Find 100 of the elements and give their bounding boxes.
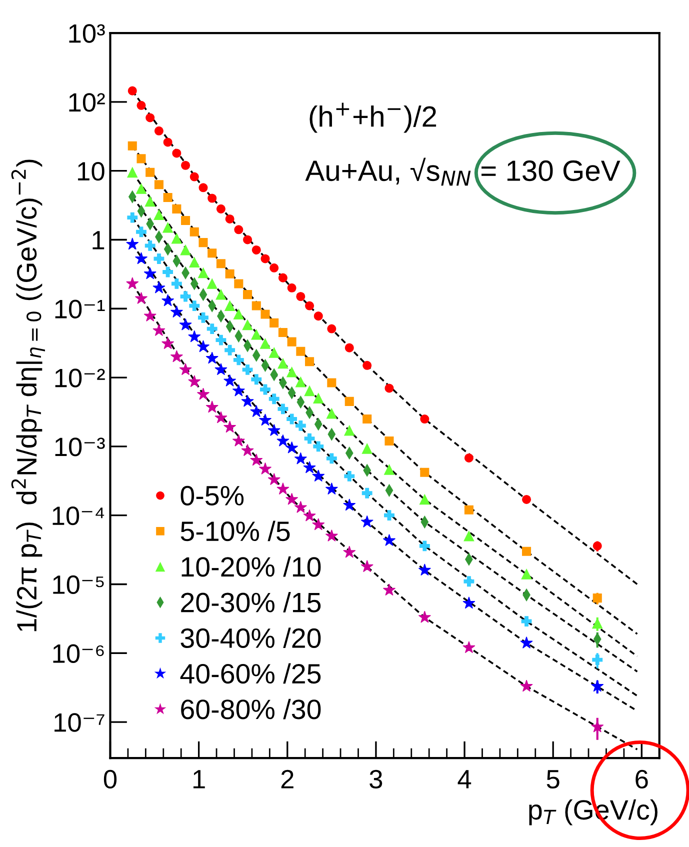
point xyxy=(146,113,155,122)
point xyxy=(522,494,532,504)
point xyxy=(303,461,316,474)
point xyxy=(296,346,306,356)
point xyxy=(144,267,156,280)
point xyxy=(464,505,474,514)
point xyxy=(154,180,164,190)
point xyxy=(224,374,236,386)
y-tick-label: 10⁻³ xyxy=(55,438,105,456)
point xyxy=(198,268,208,278)
point xyxy=(294,500,307,513)
point xyxy=(304,386,315,396)
point xyxy=(252,301,261,310)
point xyxy=(384,510,394,521)
annotation: (h$^{+}$+h$^{−}$)/2 xyxy=(310,102,436,133)
point xyxy=(362,488,372,498)
point xyxy=(241,444,254,456)
point xyxy=(268,473,280,486)
point xyxy=(181,216,190,226)
point xyxy=(181,160,190,170)
point xyxy=(276,482,290,495)
point xyxy=(216,289,226,300)
legend-label: 0-5% xyxy=(180,486,244,506)
x-tick-label: 5 xyxy=(546,770,560,789)
point xyxy=(188,330,201,342)
point xyxy=(170,306,183,318)
y-tick-label: 10⁻⁵ xyxy=(53,575,104,594)
legend-label: 40-60% /25 xyxy=(180,663,321,684)
legend-label: 5-10% /5 xyxy=(180,520,290,542)
point xyxy=(136,100,146,110)
point xyxy=(190,172,199,182)
point xyxy=(206,400,218,413)
point xyxy=(313,441,324,452)
point xyxy=(521,568,532,580)
point xyxy=(163,192,172,202)
point xyxy=(190,227,199,236)
point xyxy=(382,584,396,596)
y-tick-label: 10² xyxy=(69,93,105,112)
y-tick-label: 10⁻² xyxy=(55,368,105,388)
point xyxy=(152,281,166,294)
point xyxy=(232,434,245,446)
text: 1/(2π p$_{T}$) d$^{2}$N/dp$_{T}$ dη|$_{η=0}$ ((GeV/c)$^{−2}$) xyxy=(11,160,45,632)
point xyxy=(154,210,164,220)
point xyxy=(295,376,306,388)
point xyxy=(295,420,306,431)
point xyxy=(126,238,139,250)
point xyxy=(234,225,244,234)
point xyxy=(170,350,183,362)
point xyxy=(278,273,288,282)
point xyxy=(268,347,280,358)
point xyxy=(234,279,244,288)
point xyxy=(312,470,325,482)
point xyxy=(327,324,336,334)
point xyxy=(521,616,532,626)
point xyxy=(162,222,174,233)
point xyxy=(251,374,262,385)
y-tick-label: 1 xyxy=(92,231,104,250)
point xyxy=(384,436,394,446)
point xyxy=(360,560,374,572)
point xyxy=(188,375,201,388)
point xyxy=(462,641,476,654)
point xyxy=(179,363,192,376)
point xyxy=(136,184,146,194)
point xyxy=(464,576,474,587)
point xyxy=(362,360,372,370)
point xyxy=(268,424,280,436)
point xyxy=(243,235,252,244)
point xyxy=(260,310,270,319)
point xyxy=(326,408,337,419)
point xyxy=(314,312,323,321)
point xyxy=(286,366,298,378)
point xyxy=(189,257,200,268)
legend-label: 10-20% /10 xyxy=(182,556,321,577)
point xyxy=(296,292,306,302)
point xyxy=(260,384,270,395)
legend-label: 20-30% /15 xyxy=(181,592,321,612)
point xyxy=(172,204,182,214)
point xyxy=(216,334,226,346)
point xyxy=(146,168,155,177)
point xyxy=(162,337,174,350)
point xyxy=(224,344,236,356)
point xyxy=(208,248,217,258)
point xyxy=(198,183,208,192)
point xyxy=(206,278,218,289)
point xyxy=(144,240,156,251)
point xyxy=(250,454,263,466)
point xyxy=(326,453,337,464)
point xyxy=(258,414,272,426)
point xyxy=(127,212,138,223)
point xyxy=(196,388,210,400)
point xyxy=(208,194,217,203)
x-tick-label: 6 xyxy=(636,770,648,789)
x-tick-label: 0 xyxy=(104,770,117,789)
point xyxy=(154,254,164,264)
legend-label: 30-40% /20 xyxy=(180,628,321,648)
point xyxy=(233,309,244,320)
point xyxy=(278,404,288,414)
point xyxy=(162,294,174,306)
point xyxy=(243,290,252,300)
point xyxy=(134,252,148,264)
